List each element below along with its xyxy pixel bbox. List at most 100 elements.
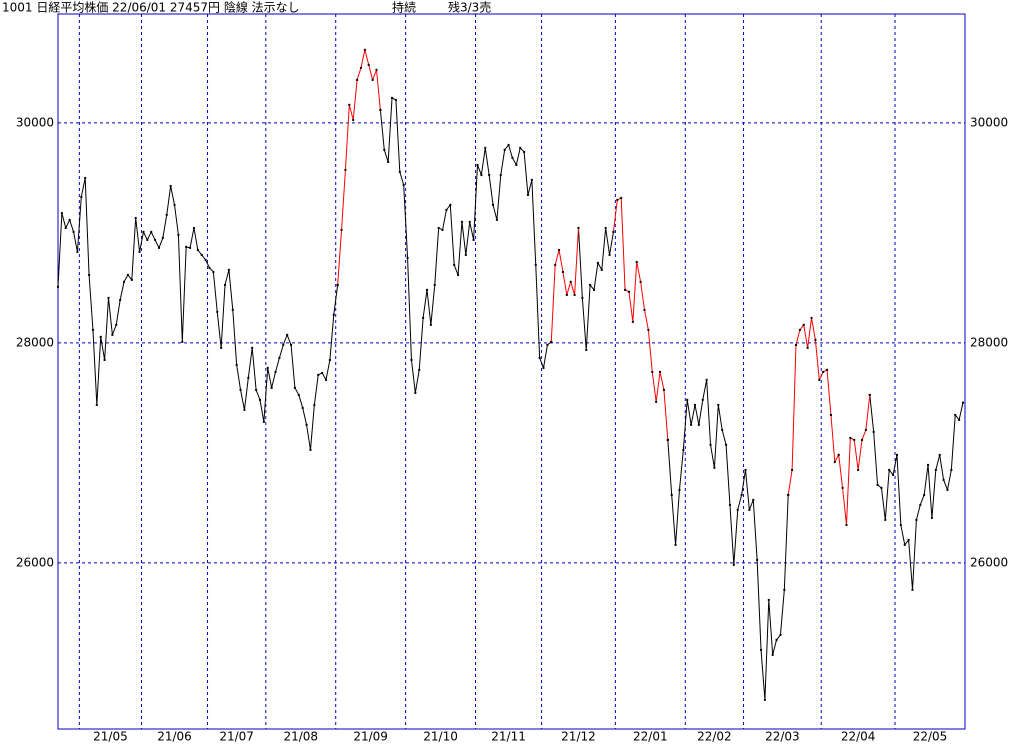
price-point xyxy=(620,196,623,199)
price-point xyxy=(550,340,553,343)
price-point xyxy=(239,388,242,391)
price-point xyxy=(930,516,933,519)
price-point xyxy=(740,493,743,496)
price-point xyxy=(701,398,704,401)
price-point xyxy=(721,428,724,431)
price-point xyxy=(682,448,685,451)
price-point xyxy=(247,376,250,379)
price-point xyxy=(433,283,436,286)
price-point xyxy=(107,296,110,299)
price-point xyxy=(600,268,603,271)
price-point xyxy=(530,178,533,181)
x-tick-label: 22/02 xyxy=(697,730,732,744)
price-point xyxy=(837,453,840,456)
price-point xyxy=(651,370,654,373)
price-point xyxy=(927,463,930,466)
price-point xyxy=(161,236,164,239)
price-point xyxy=(511,156,514,159)
price-point xyxy=(631,320,634,323)
price-point xyxy=(627,290,630,293)
price-point xyxy=(864,428,867,431)
price-point xyxy=(375,68,378,71)
price-point xyxy=(437,226,440,229)
price-point xyxy=(492,203,495,206)
price-point xyxy=(798,328,801,331)
price-point xyxy=(282,343,285,346)
price-point xyxy=(558,248,561,251)
price-point xyxy=(899,523,902,526)
y-tick-label-right: 30000 xyxy=(970,115,1008,129)
price-point xyxy=(826,368,829,371)
price-point xyxy=(406,256,409,259)
price-point xyxy=(806,346,809,349)
price-point xyxy=(643,308,646,311)
price-point xyxy=(224,283,227,286)
price-point xyxy=(779,633,782,636)
price-point xyxy=(64,226,67,229)
price-point xyxy=(573,293,576,296)
price-point xyxy=(165,213,168,216)
remaining: 残3/3売 xyxy=(448,0,491,15)
price-point xyxy=(767,598,770,601)
price-point xyxy=(453,263,456,266)
price-point xyxy=(923,493,926,496)
chart-title: 1001 日経平均株価 22/06/01 27457円 陰線 法示なし xyxy=(2,0,300,15)
price-point xyxy=(958,418,961,421)
price-point xyxy=(736,508,739,511)
price-point xyxy=(794,343,797,346)
x-tick-label: 22/01 xyxy=(633,730,668,744)
price-point xyxy=(328,358,331,361)
x-tick-label: 21/08 xyxy=(283,730,318,744)
price-point xyxy=(476,163,479,166)
price-point xyxy=(189,246,192,249)
price-point xyxy=(569,280,572,283)
price-point xyxy=(422,316,425,319)
price-point xyxy=(732,563,735,566)
price-point xyxy=(227,268,230,271)
price-point xyxy=(833,460,836,463)
price-point xyxy=(410,358,413,361)
price-point xyxy=(725,443,728,446)
price-point xyxy=(561,270,564,273)
price-point xyxy=(196,248,199,251)
price-point xyxy=(445,208,448,211)
price-point xyxy=(391,96,394,99)
x-tick-label: 21/09 xyxy=(353,730,388,744)
price-point xyxy=(348,103,351,106)
price-point xyxy=(325,378,328,381)
price-point xyxy=(414,391,417,394)
price-point xyxy=(177,233,180,236)
price-point xyxy=(608,253,611,256)
price-point xyxy=(907,538,910,541)
price-point xyxy=(216,310,219,313)
price-point xyxy=(72,230,75,233)
price-point xyxy=(787,493,790,496)
price-line xyxy=(57,97,964,700)
y-tick-label-right: 28000 xyxy=(970,335,1008,349)
price-point xyxy=(484,146,487,149)
price-point xyxy=(542,366,545,369)
x-tick-label: 21/11 xyxy=(491,730,526,744)
y-tick-label-right: 26000 xyxy=(970,555,1008,569)
price-point xyxy=(220,346,223,349)
price-point xyxy=(713,466,716,469)
price-point xyxy=(895,453,898,456)
price-point xyxy=(728,503,731,506)
price-point xyxy=(693,403,696,406)
price-point xyxy=(744,468,747,471)
price-point xyxy=(596,261,599,264)
price-point xyxy=(686,398,689,401)
price-point xyxy=(251,346,254,349)
price-point xyxy=(449,203,452,206)
price-point xyxy=(173,203,176,206)
price-point xyxy=(888,468,891,471)
price-point xyxy=(383,148,386,151)
price-point xyxy=(138,250,141,253)
price-point xyxy=(146,238,149,241)
price-point xyxy=(662,388,665,391)
price-point xyxy=(243,408,246,411)
price-point xyxy=(903,543,906,546)
price-point xyxy=(503,148,506,151)
price-point xyxy=(523,150,526,153)
